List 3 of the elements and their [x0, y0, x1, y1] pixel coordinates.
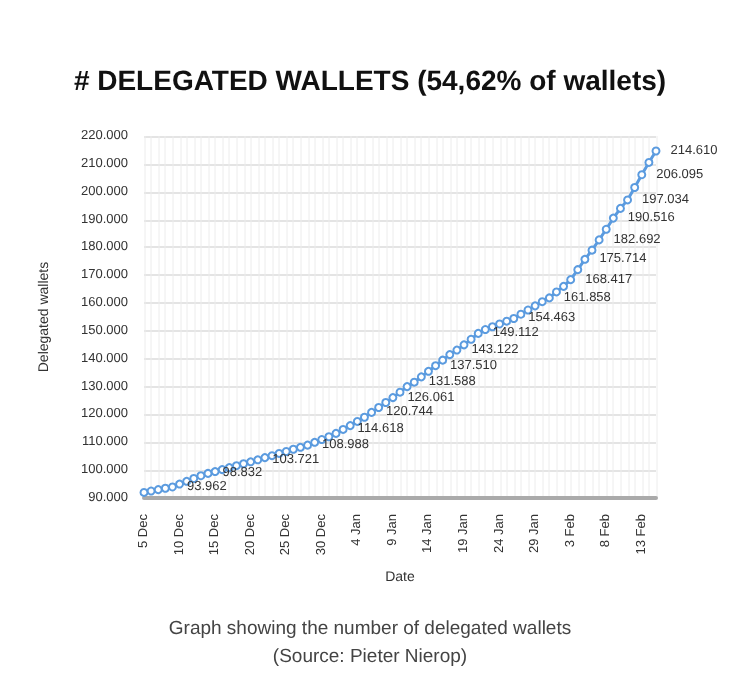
chart-title: # DELEGATED WALLETS (54,62% of wallets): [73, 64, 667, 96]
text: Graph showing the number of delegated wallets: [166, 616, 574, 644]
text: (Source: Pieter Nierop): [270, 644, 470, 672]
